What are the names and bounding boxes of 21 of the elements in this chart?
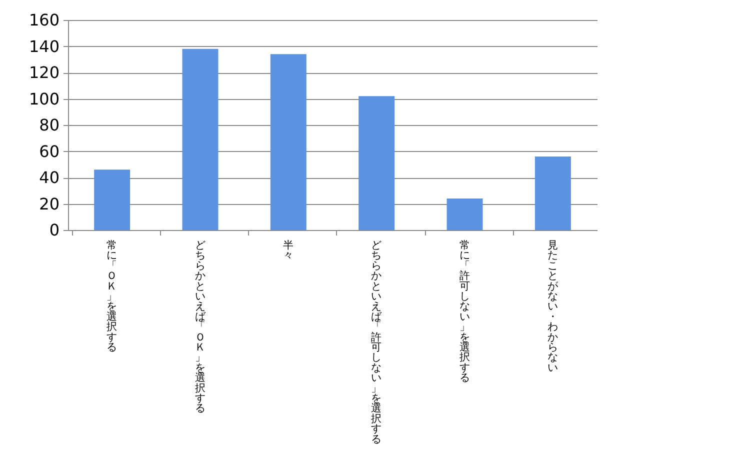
bar [182, 48, 218, 230]
y-tick-label: 0 [49, 220, 60, 240]
category-label: 常に「ＯＫ」を選択する [106, 240, 118, 354]
x-tick-label: 半々 [282, 238, 294, 262]
y-tick-label: 140 [28, 36, 60, 56]
category-label: 見たことがない・わからない [547, 240, 558, 374]
y-tick-label: 160 [28, 10, 60, 30]
bar [446, 198, 483, 230]
y-tick-label: 80 [39, 116, 60, 134]
bar [358, 96, 395, 230]
y-tick-label: 100 [28, 89, 60, 108]
category-label: どちらかといえば「ＯＫ」を選択する [194, 240, 206, 415]
y-tick-label: 120 [28, 63, 60, 82]
bar [270, 54, 306, 230]
category-label: 常に「許可しない」を選択する [459, 240, 470, 384]
bar [94, 170, 130, 230]
y-tick-label: 60 [39, 142, 60, 161]
bar [534, 156, 571, 230]
y-tick-label: 20 [39, 194, 60, 214]
y-tick-label: 40 [39, 168, 60, 187]
category-label: どちらかといえば「許可しない」を選択する [371, 240, 382, 446]
